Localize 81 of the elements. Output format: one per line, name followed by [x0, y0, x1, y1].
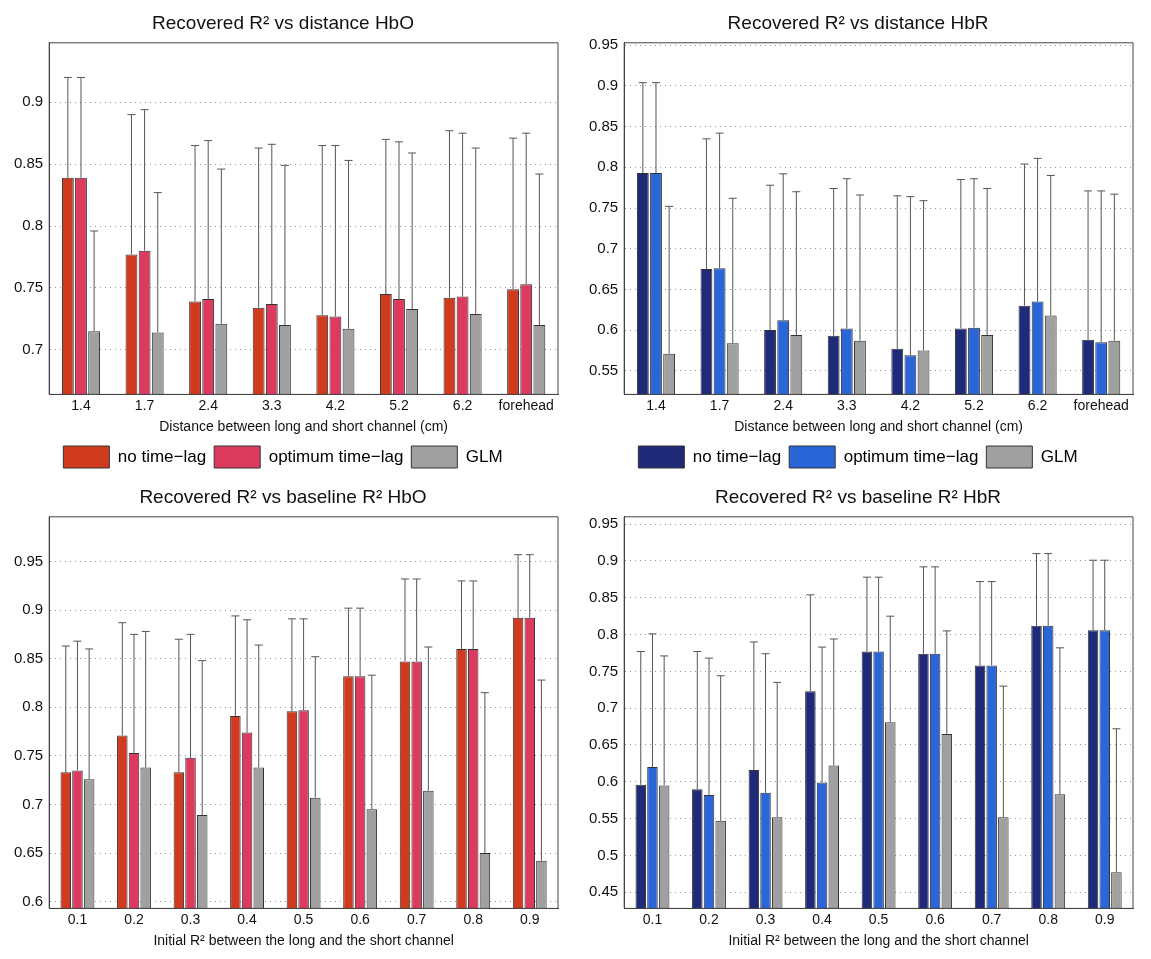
- legend-label: GLM: [1040, 446, 1078, 466]
- y-tick-label: 0.75: [588, 198, 619, 216]
- x-tick-label: 1.4: [71, 396, 91, 413]
- x-tick-label: 1.4: [646, 396, 666, 413]
- y-tick-label: 0.6: [597, 320, 619, 338]
- y-tick-label: 0.85: [13, 154, 44, 172]
- x-axis-title: Distance between long and short channel (cm): [734, 418, 1023, 435]
- y-tick-label: 0.8: [597, 157, 619, 175]
- y-tick-label: 0.95: [588, 35, 619, 53]
- chart-title: Recovered R² vs distance HbO: [152, 11, 414, 33]
- x-tick-label: 0.5: [868, 910, 889, 927]
- legend-label: no time−lag: [692, 446, 782, 466]
- y-tick-label: 0.7: [597, 698, 619, 716]
- legend-label: optimum time−lag: [843, 446, 979, 466]
- x-tick-label: 0.4: [812, 910, 832, 927]
- y-tick-label: 0.65: [13, 843, 44, 861]
- x-tick-label: 6.2: [1027, 396, 1048, 413]
- y-tick-label: 0.85: [13, 648, 44, 666]
- x-tick-label: 3.3: [837, 396, 857, 413]
- x-axis-title: Initial R² between the long and the short channel: [153, 932, 454, 949]
- x-tick-label: 0.9: [520, 910, 540, 927]
- y-tick-label: 0.6: [22, 891, 44, 909]
- y-tick-label: 0.55: [588, 808, 619, 826]
- x-tick-label: forehead: [1073, 396, 1129, 413]
- x-tick-label: 4.2: [900, 396, 921, 413]
- y-tick-label: 0.9: [597, 76, 619, 94]
- x-tick-label: 2.4: [773, 396, 794, 413]
- chart-title: Recovered R² vs baseline R² HbR: [714, 485, 1002, 507]
- x-tick-label: 2.4: [198, 396, 219, 413]
- y-tick-label: 0.85: [588, 587, 619, 605]
- y-tick-label: 0.9: [22, 600, 44, 618]
- y-tick-label: 0.7: [22, 794, 44, 812]
- x-tick-label: 4.2: [325, 396, 346, 413]
- x-tick-label: 0.3: [755, 910, 776, 927]
- x-tick-label: 0.5: [293, 910, 314, 927]
- y-tick-label: 0.75: [13, 745, 44, 763]
- x-tick-label: forehead: [498, 396, 554, 413]
- y-tick-label: 0.9: [22, 92, 44, 110]
- x-tick-label: 0.8: [463, 910, 484, 927]
- x-tick-label: 0.8: [1038, 910, 1059, 927]
- legend-label: optimum time−lag: [268, 446, 404, 466]
- y-tick-label: 0.95: [588, 514, 619, 532]
- x-tick-label: 5.2: [389, 396, 409, 413]
- y-tick-label: 0.8: [22, 216, 44, 234]
- x-tick-label: 0.7: [406, 910, 427, 927]
- y-tick-label: 0.6: [597, 771, 619, 789]
- y-tick-label: 0.75: [13, 278, 44, 296]
- x-tick-label: 0.6: [350, 910, 371, 927]
- y-tick-label: 0.7: [597, 238, 619, 256]
- chart-title: Recovered R² vs distance HbR: [727, 11, 989, 33]
- y-tick-label: 0.85: [588, 116, 619, 134]
- x-tick-label: 0.2: [124, 910, 144, 927]
- y-tick-label: 0.5: [597, 845, 619, 863]
- x-axis-title: Initial R² between the long and the short channel: [728, 932, 1029, 949]
- y-tick-label: 0.65: [588, 279, 619, 297]
- y-tick-label: 0.55: [588, 360, 619, 378]
- x-tick-label: 1.7: [134, 396, 155, 413]
- legend-label: GLM: [465, 446, 503, 466]
- x-tick-label: 1.7: [709, 396, 730, 413]
- y-tick-label: 0.9: [597, 551, 619, 569]
- x-tick-label: 0.2: [699, 910, 719, 927]
- x-tick-label: 0.6: [925, 910, 946, 927]
- y-tick-label: 0.75: [588, 661, 619, 679]
- x-tick-label: 6.2: [452, 396, 473, 413]
- legend-label: no time−lag: [117, 446, 207, 466]
- y-tick-label: 0.8: [22, 697, 44, 715]
- x-tick-label: 0.7: [981, 910, 1002, 927]
- x-tick-label: 0.1: [67, 910, 88, 927]
- y-tick-label: 0.95: [13, 551, 44, 569]
- y-tick-label: 0.45: [588, 882, 619, 900]
- x-tick-label: 0.1: [642, 910, 663, 927]
- y-tick-label: 0.8: [597, 624, 619, 642]
- y-tick-label: 0.7: [22, 339, 44, 357]
- x-tick-label: 0.3: [180, 910, 201, 927]
- y-tick-label: 0.65: [588, 735, 619, 753]
- x-tick-label: 5.2: [964, 396, 984, 413]
- x-tick-label: 0.9: [1095, 910, 1115, 927]
- x-axis-title: Distance between long and short channel (cm): [159, 418, 448, 435]
- x-tick-label: 0.4: [237, 910, 257, 927]
- chart-title: Recovered R² vs baseline R² HbO: [139, 485, 427, 507]
- x-tick-label: 3.3: [262, 396, 282, 413]
